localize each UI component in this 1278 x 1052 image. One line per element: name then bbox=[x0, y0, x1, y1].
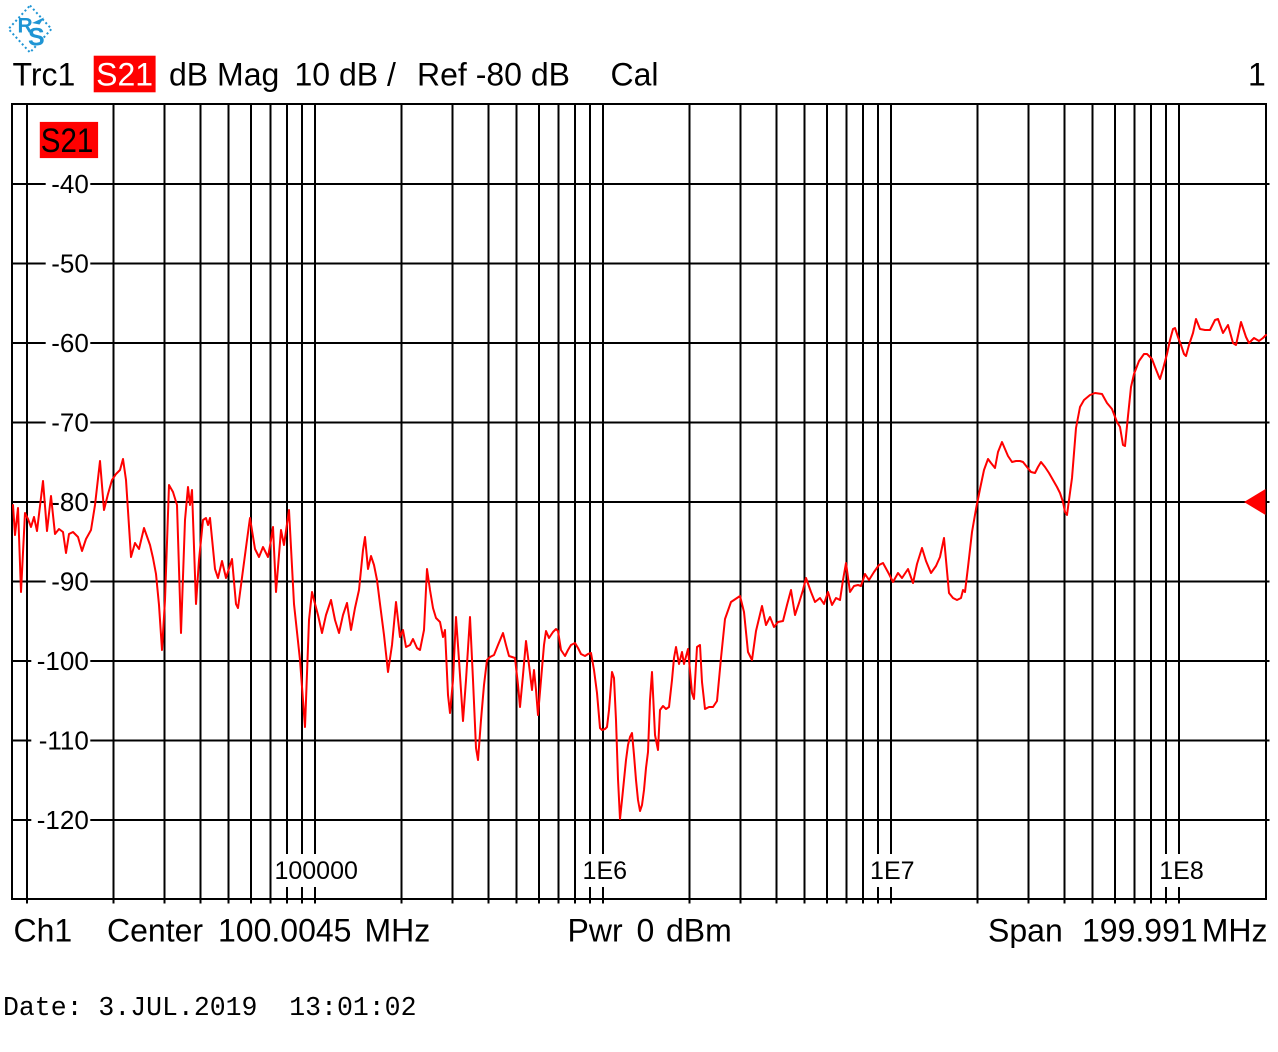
svg-text:Ch1: Ch1 bbox=[14, 913, 73, 949]
svg-text:-100: -100 bbox=[37, 646, 89, 676]
svg-text:1E6: 1E6 bbox=[583, 857, 627, 885]
svg-text:dB Mag: dB Mag bbox=[169, 57, 279, 93]
svg-text:MHz: MHz bbox=[365, 913, 431, 949]
svg-text:MHz: MHz bbox=[1202, 913, 1268, 949]
svg-text:-90: -90 bbox=[51, 567, 89, 597]
svg-text:-120: -120 bbox=[37, 805, 89, 835]
svg-text:Center: Center bbox=[107, 913, 203, 949]
svg-text:-70: -70 bbox=[51, 408, 89, 438]
svg-text:-50: -50 bbox=[51, 249, 89, 279]
svg-text:-110: -110 bbox=[39, 726, 89, 756]
svg-text:1E7: 1E7 bbox=[870, 857, 914, 885]
svg-text:100000: 100000 bbox=[274, 857, 357, 885]
svg-text:1E8: 1E8 bbox=[1159, 857, 1203, 885]
svg-text:10 dB /: 10 dB / bbox=[295, 57, 397, 93]
svg-text:R: R bbox=[18, 15, 33, 38]
svg-text:199.991: 199.991 bbox=[1082, 913, 1198, 949]
svg-text:100.0045: 100.0045 bbox=[218, 913, 351, 949]
svg-text:Date: 3.JUL.2019 13:01:02: Date: 3.JUL.2019 13:01:02 bbox=[3, 993, 416, 1023]
svg-text:S21: S21 bbox=[41, 122, 94, 160]
svg-text:-40: -40 bbox=[51, 169, 89, 199]
svg-text:S: S bbox=[28, 24, 45, 52]
svg-text:0: 0 bbox=[637, 913, 655, 949]
svg-text:1: 1 bbox=[1248, 57, 1266, 93]
svg-text:Span: Span bbox=[988, 913, 1063, 949]
svg-text:S21: S21 bbox=[96, 57, 153, 93]
svg-text:dBm: dBm bbox=[666, 913, 732, 949]
svg-text:Ref -80 dB: Ref -80 dB bbox=[417, 57, 570, 93]
svg-text:-80: -80 bbox=[51, 487, 89, 517]
svg-text:Trc1: Trc1 bbox=[13, 57, 76, 93]
svg-text:Cal: Cal bbox=[611, 57, 659, 93]
svg-text:Pwr: Pwr bbox=[568, 913, 623, 949]
svg-text:-60: -60 bbox=[51, 328, 89, 358]
